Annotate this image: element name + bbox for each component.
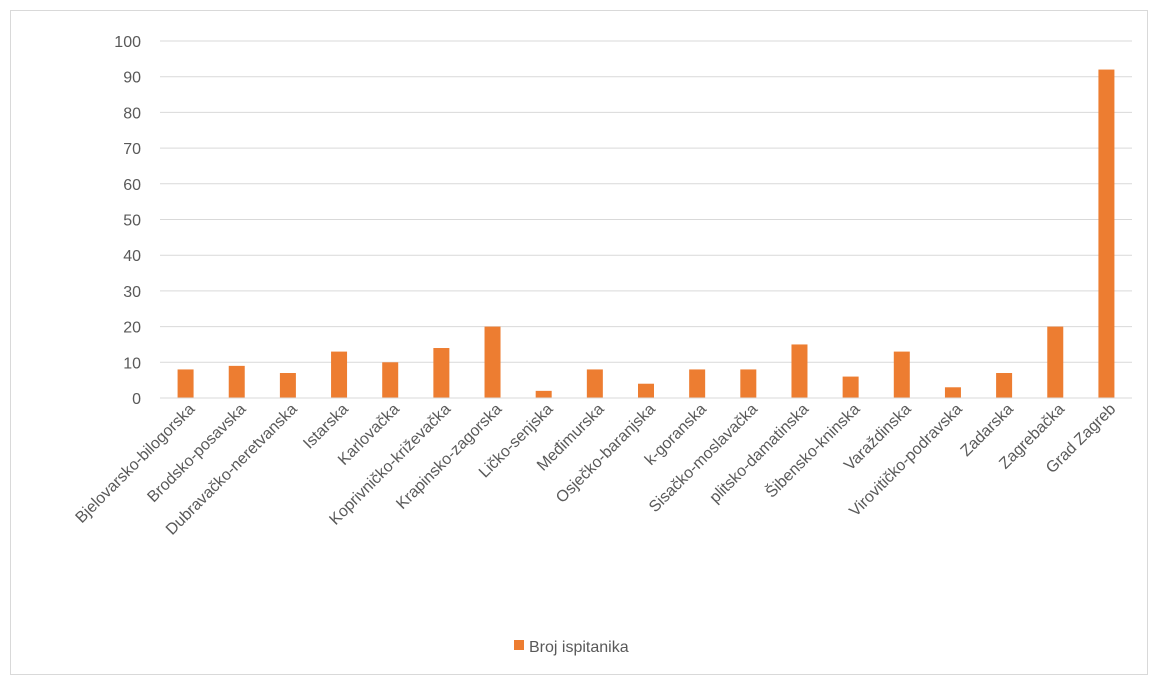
bar <box>944 387 961 398</box>
x-axis-labels: Bjelovarsko-bilogorskaBrodsko-posavskaDu… <box>73 399 1120 538</box>
bar <box>535 390 552 398</box>
y-tick-label: 60 <box>123 177 141 194</box>
bar <box>1098 69 1115 398</box>
y-tick-label: 50 <box>123 213 141 230</box>
y-tick-label: 0 <box>132 391 141 408</box>
bar <box>638 383 654 398</box>
x-tick-label: Brodsko-posavska <box>144 401 249 506</box>
bar <box>893 351 910 398</box>
gridlines <box>160 40 1132 363</box>
bar <box>484 326 501 398</box>
x-tick-label: Šibensko-kninska <box>761 399 863 501</box>
bar <box>586 369 603 398</box>
bar <box>842 376 859 398</box>
y-tick-label: 100 <box>114 34 141 51</box>
bar <box>740 369 757 398</box>
bar <box>228 365 245 398</box>
y-tick-label: 90 <box>123 70 141 87</box>
y-axis-ticks: 0 10 20 30 40 50 60 70 80 90 100 <box>114 34 141 408</box>
y-tick-label: 80 <box>123 105 141 122</box>
y-tick-label: 30 <box>123 284 141 301</box>
y-tick-label: 40 <box>123 248 141 265</box>
x-tick-label: plitsko-damatinska <box>707 401 813 507</box>
bar <box>791 344 808 398</box>
y-tick-label: 70 <box>123 141 141 158</box>
bar <box>1047 326 1064 398</box>
bar <box>177 369 194 398</box>
y-tick-label: 20 <box>123 320 141 337</box>
y-tick-label: 10 <box>123 355 141 372</box>
bar <box>382 362 399 398</box>
bars <box>177 69 1115 398</box>
chart-frame <box>10 10 1148 675</box>
bar <box>331 351 348 398</box>
bar <box>689 369 706 398</box>
bar <box>996 373 1013 398</box>
legend: Broj ispitanika <box>514 639 629 656</box>
legend-swatch <box>514 640 524 650</box>
legend-label: Broj ispitanika <box>529 639 629 656</box>
bar <box>433 348 450 398</box>
x-tick-label: Osječko-baranjska <box>553 401 659 507</box>
x-tick-label: Istarska <box>300 401 352 453</box>
bar <box>279 373 296 398</box>
